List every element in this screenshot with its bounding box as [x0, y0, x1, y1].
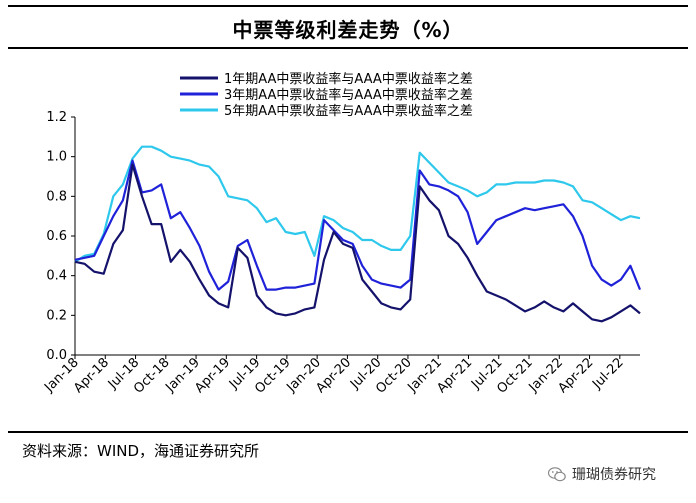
y-axis-ticks: 0.0 0.2 0.4 0.6 0.8 1.0 1.2 [46, 110, 75, 363]
bottom-rule [8, 431, 688, 433]
y-tick-label: 0.4 [46, 269, 67, 284]
line-chart: 0.0 0.2 0.4 0.6 0.8 1.0 1.2 Jan-18Apr-18Jul-18… [41, 71, 642, 397]
y-tick-label: 0.0 [46, 348, 67, 363]
y-tick-label: 1.0 [46, 150, 67, 165]
legend-label-1: 1年期AA中票收益率与AAA中票收益率之差 [224, 71, 473, 87]
series-lines [74, 145, 642, 323]
title-rule [8, 47, 688, 49]
x-axis-ticks: Jan-18Apr-18Jul-18Oct-18Jan-19Apr-19Jul-… [41, 355, 627, 397]
y-tick-label: 0.8 [46, 189, 67, 204]
series-line-2 [74, 159, 642, 291]
y-tick-label: 0.2 [46, 308, 67, 323]
legend: 1年期AA中票收益率与AAA中票收益率之差3年期AA中票收益率与AAA中票收益率… [180, 71, 473, 119]
top-rule [8, 5, 688, 7]
legend-label-3: 5年期AA中票收益率与AAA中票收益率之差 [224, 103, 473, 119]
series-line-1 [74, 163, 641, 323]
y-tick-label: 1.2 [46, 110, 67, 125]
source-note: 资料来源：WIND，海通证券研究所 [22, 442, 260, 460]
x-tick-label: Jul-22 [589, 355, 626, 392]
watermark: 珊瑚债券研究 [548, 464, 656, 484]
chart-title: 中票等级利差走势（%） [232, 18, 464, 42]
watermark-text: 珊瑚债券研究 [572, 467, 656, 483]
y-tick-label: 0.6 [46, 229, 67, 244]
wechat-icon [548, 466, 566, 481]
series-line-3 [74, 145, 641, 263]
legend-label-2: 3年期AA中票收益率与AAA中票收益率之差 [224, 87, 473, 103]
